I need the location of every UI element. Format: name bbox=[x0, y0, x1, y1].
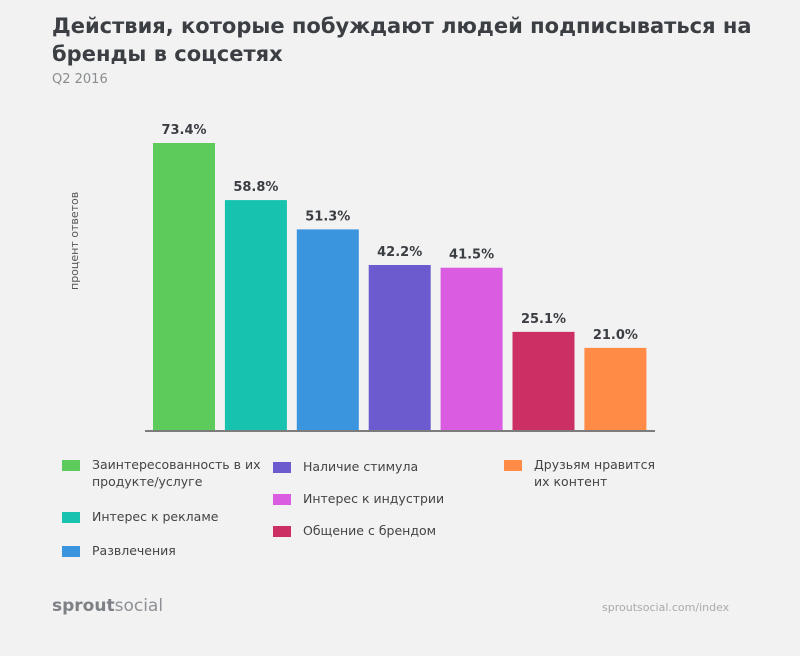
sproutsocial-logo: sproutsocial bbox=[52, 596, 163, 616]
chart-subtitle: Q2 2016 bbox=[52, 72, 108, 87]
legend-swatch bbox=[273, 526, 291, 537]
logo-light: social bbox=[114, 596, 164, 616]
data-label: 41.5% bbox=[449, 248, 494, 263]
logo-bold: sprout bbox=[52, 596, 115, 616]
legend-swatch bbox=[273, 494, 291, 505]
bar bbox=[296, 229, 359, 430]
legend-label: Общение с брендом bbox=[303, 523, 437, 538]
bar bbox=[440, 267, 503, 430]
bar bbox=[153, 143, 215, 430]
chart-title: Действия, которые побуждают людей подпис… bbox=[52, 14, 752, 66]
legend-item: Общение с брендом bbox=[273, 522, 473, 539]
source-url: sproutsocial.com/index bbox=[602, 601, 730, 614]
bar bbox=[224, 200, 287, 430]
legend-swatch bbox=[273, 462, 291, 473]
legend-item: Наличие стимула bbox=[273, 458, 473, 475]
legend-item: Друзьям нравится их контент bbox=[504, 456, 704, 490]
legend-swatch bbox=[62, 512, 80, 523]
bar bbox=[512, 331, 575, 430]
data-label: 73.4% bbox=[161, 123, 206, 138]
legend-swatch bbox=[504, 460, 522, 471]
legend-swatch bbox=[62, 460, 80, 471]
legend-label: Друзьям нравится их контент bbox=[534, 457, 655, 489]
legend-label: Интерес к рекламе bbox=[92, 509, 219, 524]
bar bbox=[584, 347, 647, 430]
bar bbox=[368, 264, 431, 430]
legend-swatch bbox=[62, 546, 80, 557]
legend-item: Заинтересованность в их продукте/услуге bbox=[62, 456, 262, 490]
legend-item: Интерес к рекламе bbox=[62, 508, 262, 525]
legend-label: Развлечения bbox=[92, 543, 176, 558]
legend-label: Заинтересованность в их продукте/услуге bbox=[92, 457, 261, 489]
legend-label: Интерес к индустрии bbox=[303, 491, 445, 506]
data-label: 51.3% bbox=[305, 209, 350, 224]
data-label: 42.2% bbox=[377, 245, 422, 260]
legend-item: Интерес к индустрии bbox=[273, 490, 473, 507]
data-label: 58.8% bbox=[233, 180, 278, 195]
data-label: 25.1% bbox=[521, 312, 566, 327]
data-label: 21.0% bbox=[593, 328, 638, 343]
legend-label: Наличие стимула bbox=[303, 459, 419, 474]
legend-item: Развлечения bbox=[62, 542, 262, 559]
